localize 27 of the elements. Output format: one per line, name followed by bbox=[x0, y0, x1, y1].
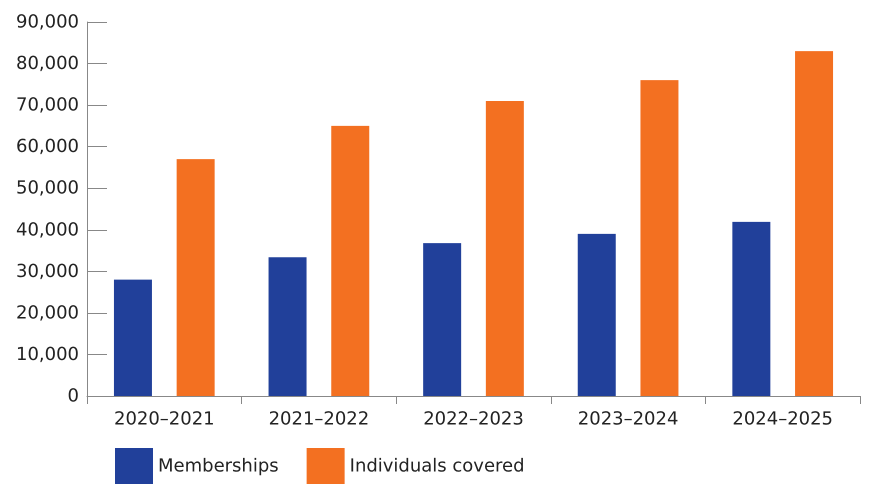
x-tick-label: 2023–2024 bbox=[578, 408, 678, 430]
bar bbox=[486, 100, 524, 396]
y-tick-label: 70,000 bbox=[16, 94, 79, 116]
bar bbox=[331, 126, 370, 396]
y-tick-label: 90,000 bbox=[16, 12, 79, 32]
y-tick-label: 40,000 bbox=[16, 219, 79, 240]
x-tick-label: 2024–2025 bbox=[732, 408, 834, 430]
bar bbox=[795, 51, 834, 396]
legend-label: Individuals covered bbox=[350, 456, 525, 476]
y-tick-label: 50,000 bbox=[16, 178, 79, 199]
bar bbox=[640, 80, 678, 396]
bar bbox=[423, 243, 462, 396]
legend-label: Memberships bbox=[158, 456, 279, 476]
x-tick-label: 2021–2022 bbox=[268, 408, 370, 430]
y-tick-label: 0 bbox=[68, 386, 79, 406]
x-tick-label: 2022–2023 bbox=[423, 408, 524, 430]
y-tick-label: 80,000 bbox=[16, 53, 79, 74]
bar bbox=[176, 159, 215, 396]
bar bbox=[578, 234, 616, 396]
y-tick-label: 60,000 bbox=[16, 136, 79, 158]
bar bbox=[268, 257, 307, 396]
bar bbox=[732, 222, 770, 396]
bar bbox=[114, 280, 152, 396]
x-tick-label: 2020–2021 bbox=[114, 408, 215, 430]
y-tick-label: 20,000 bbox=[16, 302, 79, 324]
y-tick-label: 10,000 bbox=[16, 344, 79, 365]
y-tick-label: 30,000 bbox=[16, 260, 79, 282]
